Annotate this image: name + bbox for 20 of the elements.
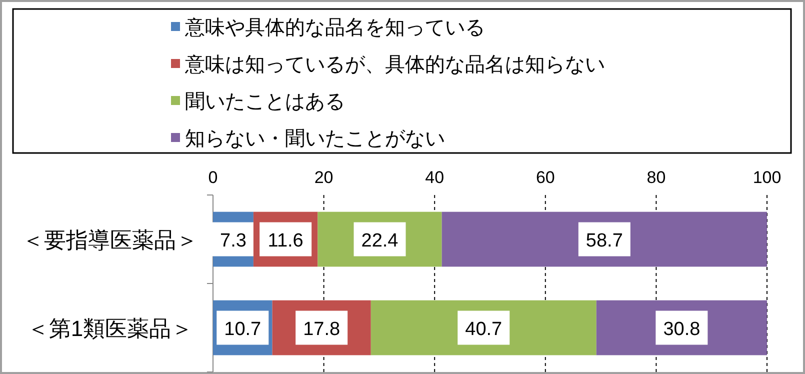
data-label: 58.7 [586, 230, 623, 252]
data-label: 11.6 [268, 230, 304, 252]
x-tick-label: 20 [314, 168, 334, 187]
x-tick-label: 100 [752, 168, 782, 187]
x-tick-label: 40 [425, 168, 444, 187]
legend-label: 意味は知っているが、具体的な品名は知らない [184, 54, 605, 76]
x-tick-label: 80 [646, 168, 666, 187]
data-label: 7.3 [220, 230, 246, 252]
legend-label: 聞いたことはある [185, 91, 345, 113]
data-label: 10.7 [224, 318, 262, 340]
legend-label: 知らない・聞いたことがない [185, 128, 445, 150]
data-label: 40.7 [465, 318, 502, 340]
x-tick-label: 60 [536, 168, 555, 187]
legend-label: 意味や具体的な品名を知っている [184, 17, 485, 39]
data-label: 30.8 [663, 318, 700, 340]
data-label: 17.8 [303, 318, 340, 340]
data-label: 22.4 [361, 230, 399, 252]
y-tick-label: ＜要指導医薬品＞ [22, 227, 198, 252]
x-tick-label: 0 [208, 168, 218, 187]
y-tick-label: ＜第1類医薬品＞ [26, 316, 194, 341]
